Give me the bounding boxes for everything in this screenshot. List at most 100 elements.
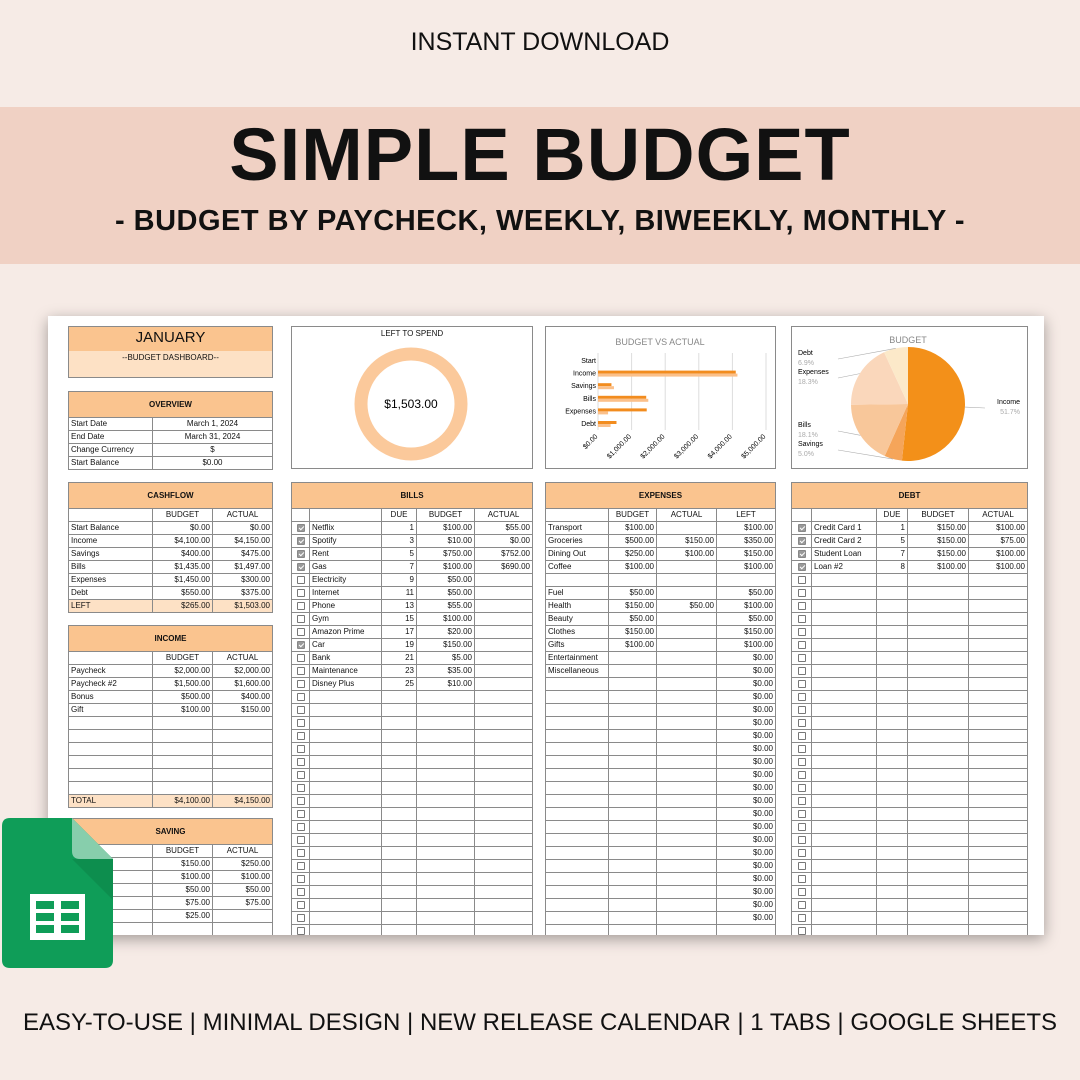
empty-cell	[968, 924, 1028, 935]
checkbox[interactable]	[798, 667, 806, 675]
checkbox[interactable]	[297, 654, 305, 662]
checkbox[interactable]	[798, 680, 806, 688]
bar	[598, 421, 617, 424]
checkbox[interactable]	[297, 888, 305, 896]
checkbox[interactable]	[798, 875, 806, 883]
leader-line	[837, 449, 894, 460]
x-tick-label: $0.00	[582, 433, 599, 450]
bar	[598, 398, 649, 402]
checkbox[interactable]	[798, 927, 806, 935]
y-tick-label: Bills	[583, 396, 596, 403]
checkbox[interactable]	[798, 784, 806, 792]
y-tick-label: Expenses	[565, 408, 596, 415]
checkbox[interactable]	[798, 615, 806, 623]
checkbox[interactable]	[798, 745, 806, 753]
checkbox[interactable]	[297, 836, 305, 844]
main-title: SIMPLE BUDGET	[229, 113, 851, 196]
checkbox[interactable]	[297, 693, 305, 701]
empty-cell	[791, 534, 812, 548]
checkbox[interactable]	[798, 537, 806, 545]
section-header: BILLS	[291, 482, 533, 509]
bar	[598, 370, 736, 374]
donut-ring	[354, 347, 468, 461]
checkbox[interactable]	[297, 641, 305, 649]
empty-cell	[791, 911, 812, 925]
checkbox[interactable]	[798, 901, 806, 909]
leader-line	[837, 373, 860, 379]
checkbox[interactable]	[798, 693, 806, 701]
checkbox[interactable]	[798, 797, 806, 805]
checkbox[interactable]	[798, 810, 806, 818]
checkbox[interactable]	[798, 628, 806, 636]
checkbox[interactable]	[297, 719, 305, 727]
checkbox[interactable]	[297, 706, 305, 714]
chart-title: BUDGET	[889, 335, 927, 345]
empty-cell	[474, 924, 533, 935]
checkbox[interactable]	[297, 628, 305, 636]
checkbox[interactable]	[297, 615, 305, 623]
checkbox[interactable]	[297, 901, 305, 909]
checkbox[interactable]	[297, 927, 305, 935]
checkbox[interactable]	[798, 550, 806, 558]
checkbox[interactable]	[798, 524, 806, 532]
checkbox[interactable]	[798, 576, 806, 584]
subtitle: - BUDGET BY PAYCHECK, WEEKLY, BIWEEKLY, …	[114, 205, 966, 237]
chart-box	[545, 326, 776, 469]
checkbox[interactable]	[798, 641, 806, 649]
x-tick-label: $1,000.00	[606, 433, 633, 460]
checkbox[interactable]	[798, 654, 806, 662]
checkbox[interactable]	[297, 914, 305, 922]
checkbox[interactable]	[297, 667, 305, 675]
bar	[598, 424, 611, 427]
y-tick-label: Savings	[571, 383, 596, 390]
checkbox[interactable]	[798, 602, 806, 610]
leader-line	[837, 430, 861, 436]
checkbox[interactable]	[297, 524, 305, 532]
checkbox[interactable]	[798, 771, 806, 779]
checkbox[interactable]	[798, 862, 806, 870]
checkbox[interactable]	[798, 563, 806, 571]
checkbox[interactable]	[798, 836, 806, 844]
month-subtitle: --BUDGET DASHBOARD--	[69, 351, 272, 377]
checkbox[interactable]	[798, 823, 806, 831]
checkbox[interactable]	[297, 784, 305, 792]
top-banner: INSTANT DOWNLOAD	[410, 28, 670, 56]
checkbox[interactable]	[297, 732, 305, 740]
checkbox[interactable]	[297, 849, 305, 857]
checkbox[interactable]	[297, 875, 305, 883]
pie-label: Savings	[798, 441, 823, 448]
left-to-spend-value: $1,503.00	[384, 397, 438, 411]
section-header: INCOME	[68, 625, 273, 652]
checkbox[interactable]	[297, 602, 305, 610]
checkbox[interactable]	[798, 732, 806, 740]
checkbox[interactable]	[798, 589, 806, 597]
pie-slice	[851, 404, 908, 457]
checkbox[interactable]	[297, 862, 305, 870]
checkbox[interactable]	[297, 680, 305, 688]
chart-title: BUDGET VS ACTUAL	[615, 337, 704, 347]
checkbox[interactable]	[798, 719, 806, 727]
checkbox[interactable]	[297, 771, 305, 779]
charts: $1,503.00 BUDGET VS ACTUAL $0.00 $1,000.00 $…	[354, 335, 1020, 461]
checkbox[interactable]	[798, 849, 806, 857]
left-to-spend-title: LEFT TO SPEND	[380, 329, 444, 338]
checkbox[interactable]	[297, 537, 305, 545]
checkbox[interactable]	[297, 797, 305, 805]
checkbox[interactable]	[297, 589, 305, 597]
empty-cell	[291, 664, 310, 678]
checkbox[interactable]	[297, 550, 305, 558]
section-header: EXPENSES	[545, 482, 776, 509]
checkbox[interactable]	[798, 758, 806, 766]
checkbox[interactable]	[297, 823, 305, 831]
checkbox[interactable]	[798, 914, 806, 922]
pie-slice	[884, 404, 908, 461]
empty-cell	[791, 638, 812, 652]
checkbox[interactable]	[297, 745, 305, 753]
checkbox[interactable]	[798, 706, 806, 714]
checkbox[interactable]	[297, 563, 305, 571]
checkbox[interactable]	[798, 888, 806, 896]
cell: $0.00	[152, 456, 273, 470]
checkbox[interactable]	[297, 758, 305, 766]
checkbox[interactable]	[297, 576, 305, 584]
checkbox[interactable]	[297, 810, 305, 818]
